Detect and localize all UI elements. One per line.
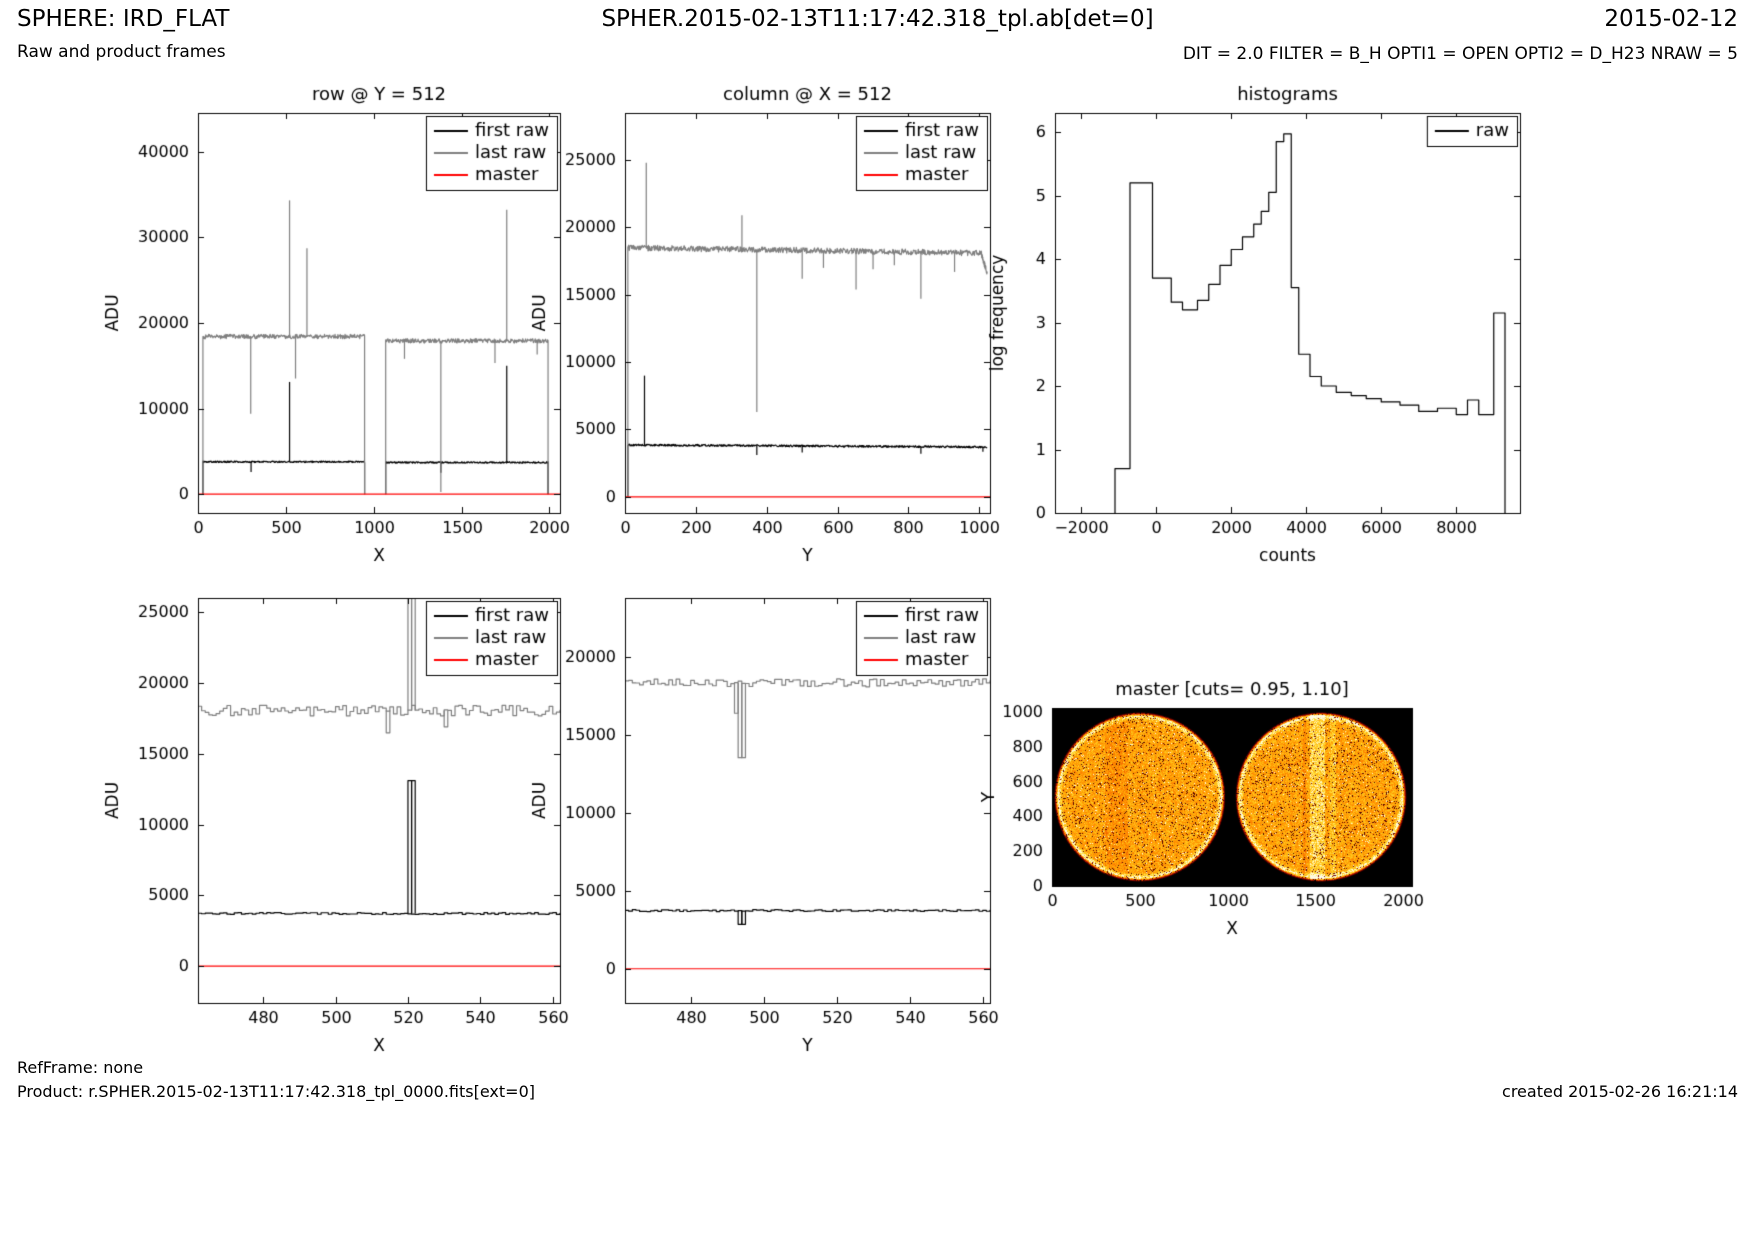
product-filename: Product: r.SPHER.2015-02-13T11:17:42.318… [17, 1082, 535, 1101]
report-subtitle: Raw and product frames [17, 42, 226, 62]
template-title: SPHER.2015-02-13T11:17:42.318_tpl.ab[det… [601, 6, 1154, 32]
created-timestamp: created 2015-02-26 16:21:14 [1502, 1082, 1738, 1101]
column-profile-chart [510, 70, 1015, 577]
master-frame-image [940, 655, 1442, 955]
setup-keywords: DIT = 2.0 FILTER = B_H OPTI1 = OPEN OPTI… [1182, 44, 1738, 64]
histogram-chart [940, 70, 1545, 577]
refframe-label: RefFrame: none [17, 1058, 144, 1077]
observation-date: 2015-02-12 [1604, 6, 1738, 32]
column-zoom-chart [510, 555, 1015, 1060]
row-zoom-chart [83, 555, 585, 1060]
row-profile-chart [83, 70, 585, 577]
recipe-title: SPHERE: IRD_FLAT [17, 6, 230, 32]
